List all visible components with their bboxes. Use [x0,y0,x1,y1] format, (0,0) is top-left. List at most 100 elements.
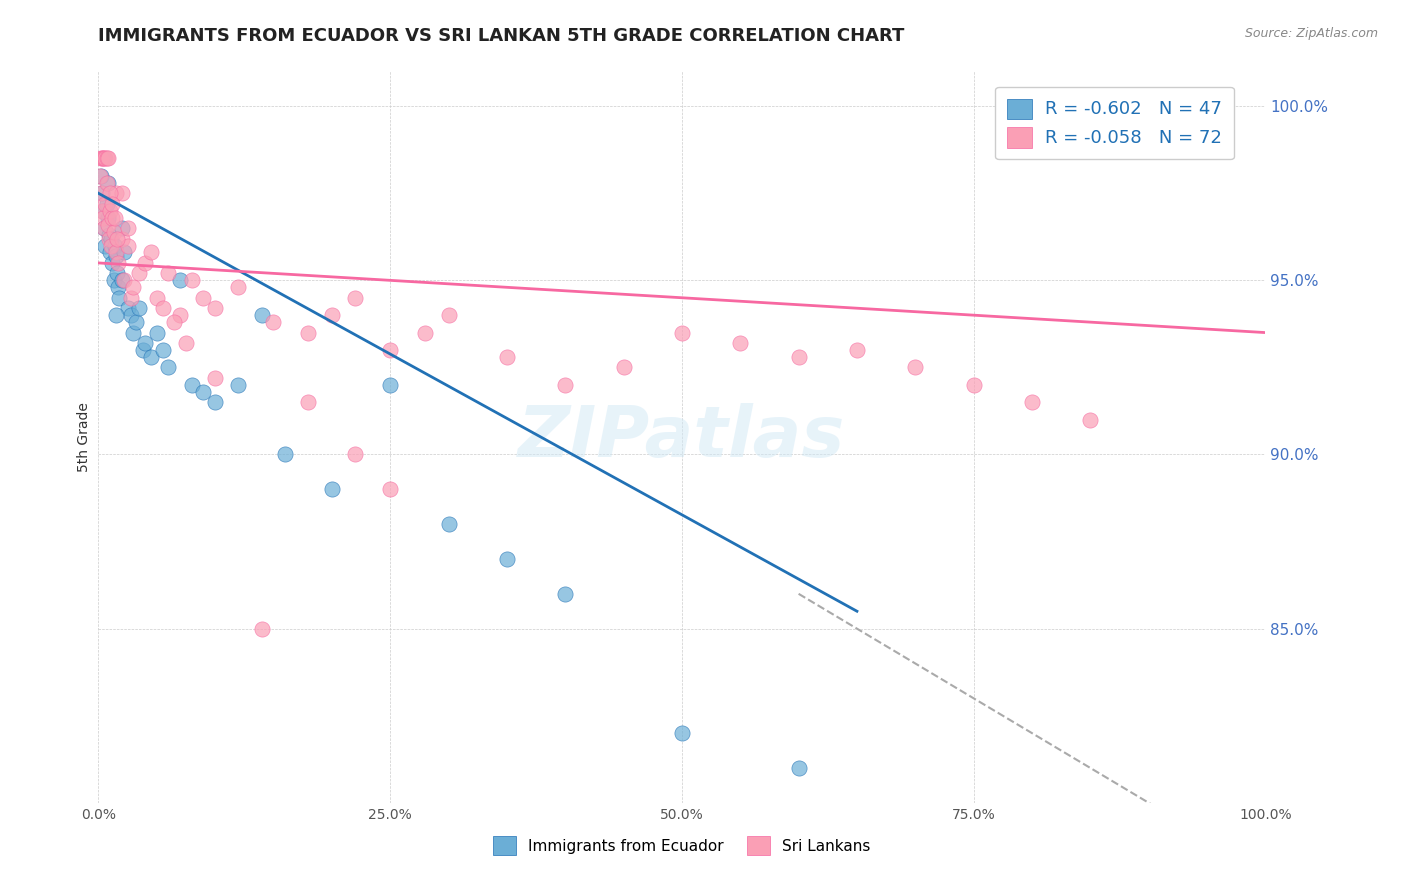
Point [120,308,142,322]
Point [97,231,120,245]
Point [193,291,215,305]
Point [228,377,250,392]
Point [554,587,576,601]
Point [111,231,134,245]
Point [157,360,180,375]
Point [98,203,121,218]
Point [111,273,134,287]
Point [437,517,460,532]
Point [787,350,810,364]
Point [104,211,127,225]
Point [413,326,436,340]
Point [96,176,118,190]
Point [122,326,145,340]
Point [228,280,250,294]
Point [321,308,343,322]
Text: ZIPatlas: ZIPatlas [519,402,845,472]
Point [111,221,134,235]
Point [117,301,139,316]
Point [90,203,112,218]
Point [554,377,576,392]
Point [90,169,112,183]
Point [105,266,128,280]
Point [612,360,634,375]
Point [1080,412,1102,426]
Point [101,256,124,270]
Point [107,280,129,294]
Point [297,395,319,409]
Point [671,326,693,340]
Point [94,152,117,166]
Text: IMMIGRANTS FROM ECUADOR VS SRI LANKAN 5TH GRADE CORRELATION CHART: IMMIGRANTS FROM ECUADOR VS SRI LANKAN 5T… [98,27,905,45]
Point [89,169,111,183]
Point [97,218,120,232]
Point [101,211,124,225]
Point [111,186,134,201]
Point [152,343,174,357]
Point [274,448,297,462]
Point [94,196,117,211]
Point [107,256,129,270]
Point [139,245,162,260]
Point [103,273,125,287]
Point [104,186,127,201]
Point [297,326,319,340]
Point [90,152,112,166]
Point [495,552,517,566]
Point [112,273,135,287]
Point [180,273,202,287]
Point [378,483,402,497]
Point [125,315,148,329]
Point [787,761,810,775]
Point [250,308,273,322]
Point [96,152,118,166]
Point [180,377,202,392]
Point [204,301,226,316]
Point [103,225,125,239]
Point [104,245,127,260]
Point [93,152,115,166]
Point [1021,395,1043,409]
Point [845,343,868,357]
Point [100,238,122,252]
Point [93,221,115,235]
Point [128,301,150,316]
Point [117,238,139,252]
Point [105,231,128,245]
Point [962,377,984,392]
Point [91,152,114,166]
Point [169,273,191,287]
Point [97,152,120,166]
Point [157,266,180,280]
Point [146,291,169,305]
Point [344,448,367,462]
Point [262,315,284,329]
Point [344,291,367,305]
Point [730,336,752,351]
Point [193,384,215,399]
Point [495,350,517,364]
Point [321,483,343,497]
Point [378,377,402,392]
Point [98,186,121,201]
Point [174,336,197,351]
Point [122,280,145,294]
Point [671,726,693,740]
Point [904,360,927,375]
Point [146,326,169,340]
Point [94,238,117,252]
Point [250,622,273,636]
Point [437,308,460,322]
Point [98,245,121,260]
Point [91,211,114,225]
Point [104,249,127,263]
Point [104,308,127,322]
Point [117,221,139,235]
Legend: Immigrants from Ecuador, Sri Lankans: Immigrants from Ecuador, Sri Lankans [488,830,876,861]
Point [163,315,186,329]
Text: Source: ZipAtlas.com: Source: ZipAtlas.com [1244,27,1378,40]
Point [108,291,131,305]
Point [97,228,120,243]
Point [100,231,122,245]
Point [91,203,114,218]
